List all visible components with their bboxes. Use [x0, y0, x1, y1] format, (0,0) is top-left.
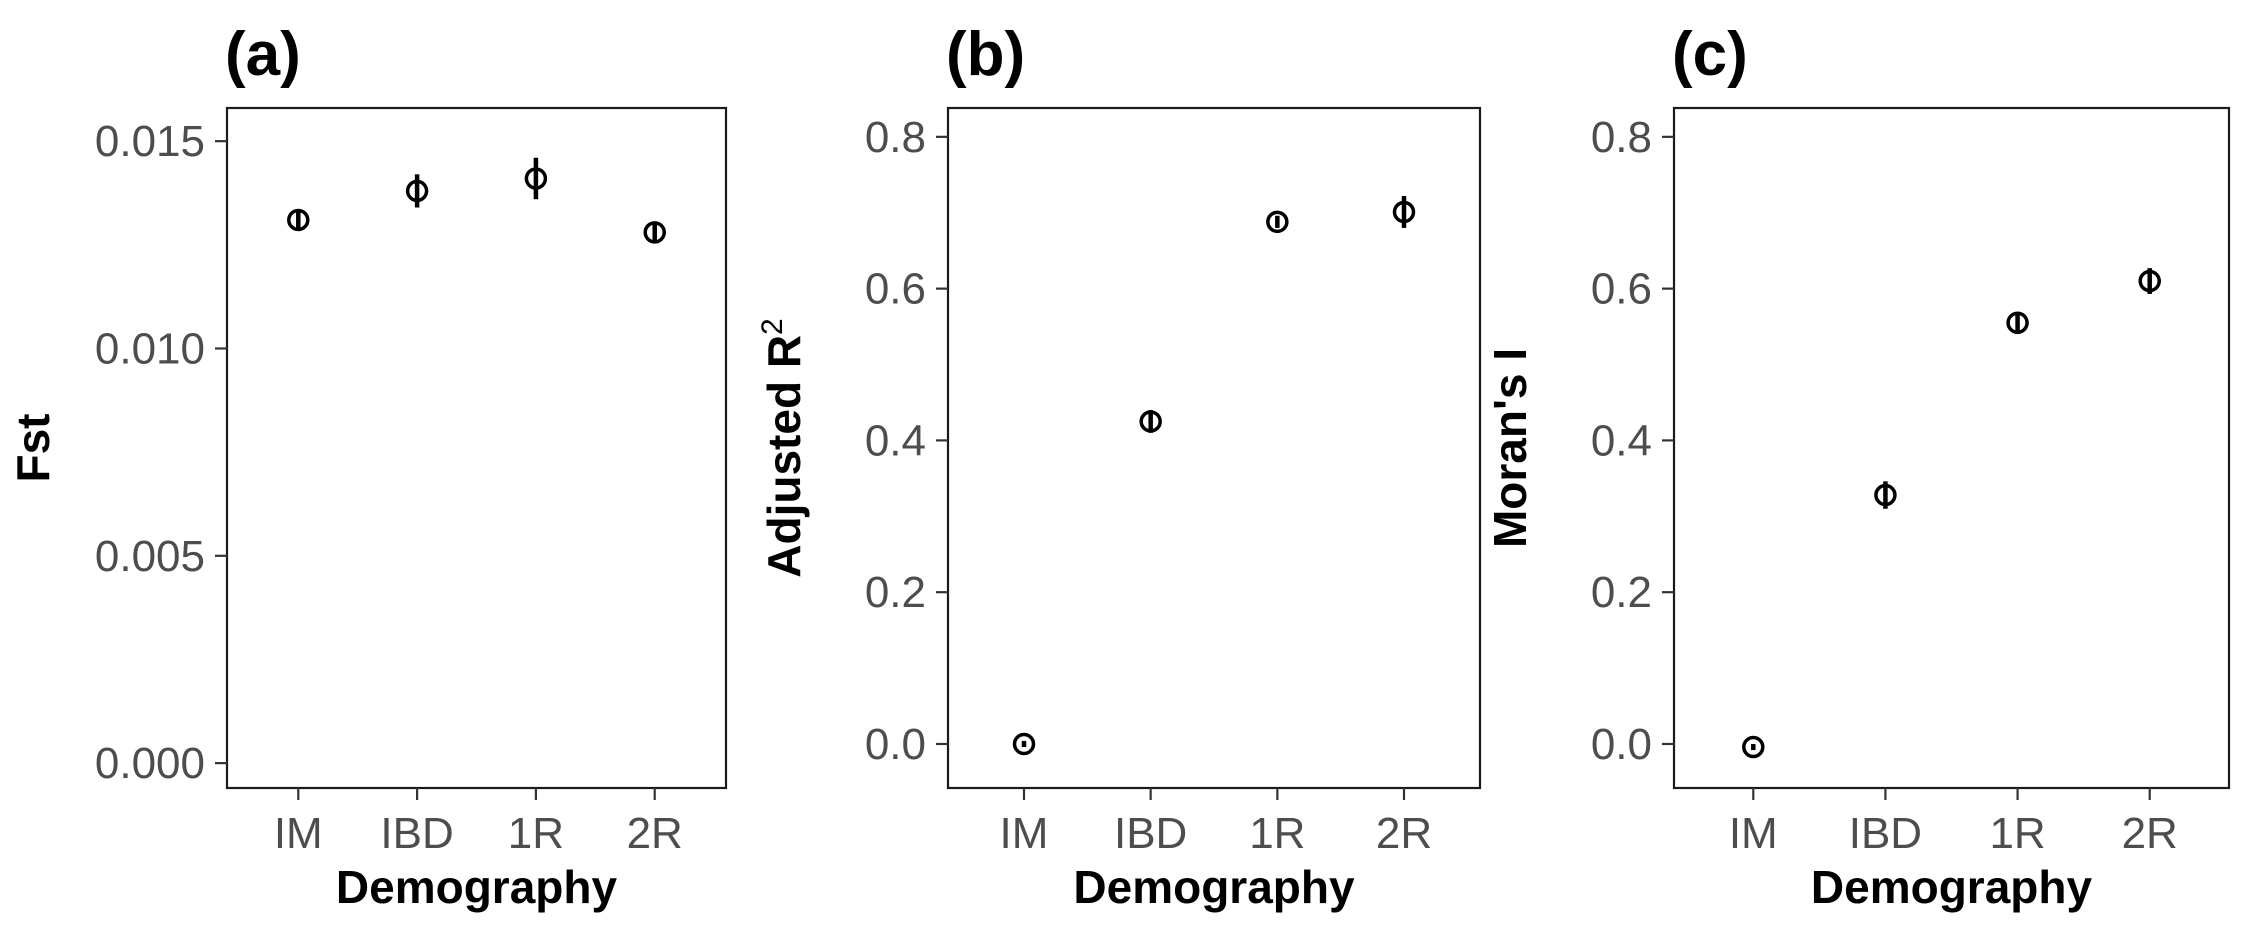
- plot-frame: [1672, 106, 2231, 790]
- panel-label: (c): [1672, 20, 1748, 89]
- panel-2: (b) 0.0 0.2 0.4 0.6 0.8 IM IBD 1R 2R Demography Adj…: [756, 20, 1482, 913]
- panel-label: (b): [946, 20, 1025, 89]
- y-tick-label: 0.015: [95, 117, 205, 166]
- x-tick-label: IBD: [1849, 809, 1922, 858]
- x-tick-label: IBD: [380, 809, 453, 858]
- y-axis-title: Adjusted R2: [756, 318, 810, 577]
- x-tick-label: IBD: [1114, 809, 1187, 858]
- y-axis-title-superscript: 2: [756, 318, 789, 335]
- y-tick-label: 0.6: [865, 265, 926, 314]
- y-tick-label: 0.6: [1591, 265, 1652, 314]
- data-point: [2006, 311, 2029, 335]
- y-axis-title: Moran's I: [1484, 348, 1536, 548]
- data-point: [524, 167, 548, 190]
- x-axis-title: Demography: [1073, 861, 1355, 913]
- data-point: [1266, 210, 1289, 234]
- y-tick-label: 0.0: [865, 720, 926, 769]
- data-point: [643, 221, 666, 244]
- x-tick-label: IM: [1000, 809, 1049, 858]
- x-axis-title: Demography: [336, 861, 618, 913]
- data-point: [405, 179, 429, 203]
- data-point: [1139, 410, 1162, 433]
- panel-label: (a): [225, 20, 301, 89]
- x-tick-label: 2R: [1376, 809, 1432, 858]
- y-tick-label: 0.010: [95, 324, 205, 373]
- y-axis-title-text: Adjusted R: [758, 335, 810, 578]
- y-tick-label: 0.000: [95, 739, 205, 788]
- y-tick-label: 0.2: [1591, 568, 1652, 617]
- data-point: [1392, 200, 1416, 224]
- y-axis-title-text: Fst: [7, 414, 59, 483]
- x-tick-label: IM: [1729, 809, 1778, 858]
- y-axis-title-text: Moran's I: [1484, 348, 1536, 548]
- x-tick-label: 2R: [2122, 809, 2178, 858]
- panel-1: (a) 0.000 0.005 0.010 0.015 IM IBD 1R 2RDemograp…: [7, 20, 728, 913]
- data-point: [1742, 735, 1765, 759]
- y-tick-label: 0.8: [1591, 113, 1652, 162]
- x-tick-label: IM: [274, 809, 323, 858]
- y-tick-label: 0.8: [865, 113, 926, 162]
- data-point: [287, 208, 310, 232]
- x-tick-label: 1R: [1249, 809, 1305, 858]
- y-tick-label: 0.0: [1591, 720, 1652, 769]
- y-tick-label: 0.4: [865, 416, 926, 465]
- data-point: [2138, 269, 2161, 293]
- data-point: [1012, 732, 1036, 756]
- plot-frame: [225, 106, 728, 790]
- plot-frame: [946, 106, 1482, 790]
- x-tick-label: 1R: [1989, 809, 2045, 858]
- y-tick-label: 0.2: [865, 568, 926, 617]
- x-tick-label: 1R: [508, 809, 564, 858]
- y-tick-label: 0.005: [95, 532, 205, 581]
- y-tick-label: 0.4: [1591, 416, 1652, 465]
- panel-3: (c) 0.0 0.2 0.4 0.6 0.8 IM IBD 1R 2R Demography Mor…: [1484, 20, 2231, 913]
- data-point: [1874, 483, 1897, 507]
- x-tick-label: 2R: [627, 809, 683, 858]
- x-axis-title: Demography: [1811, 861, 2093, 913]
- y-axis-title: Fst: [7, 414, 59, 483]
